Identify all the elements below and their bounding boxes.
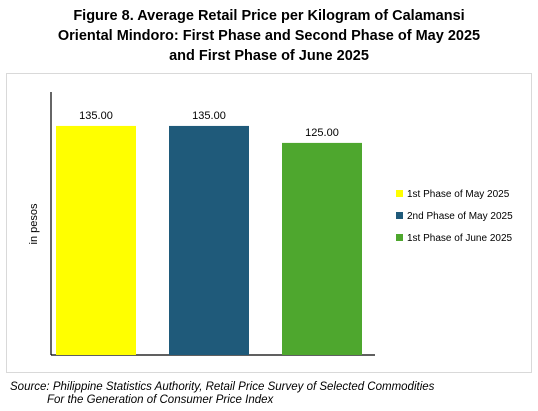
bar-1: [56, 125, 136, 355]
data-label-1: 135.00: [79, 110, 113, 122]
y-axis-label: in pesos: [28, 203, 40, 244]
bar-chart: 135.00 135.00 125.00 1st Phase of May 2025…: [28, 92, 513, 356]
legend-swatch-3: [396, 234, 403, 241]
legend-swatch-1: [396, 190, 403, 197]
chart-title-line-2: Oriental Mindoro: First Phase and Second…: [57, 28, 481, 44]
bar-2: [169, 125, 249, 355]
legend: 1st Phase of May 2025 2nd Phase of May 20…: [396, 189, 513, 244]
legend-swatch-2: [396, 212, 403, 219]
chart-area: 135.00 135.00 125.00 1st Phase of May 2025…: [6, 73, 532, 373]
chart-title-line-1: Figure 8. Average Retail Price per Kilog…: [73, 8, 465, 24]
data-label-3: 125.00: [305, 127, 339, 139]
bar-3: [282, 142, 362, 355]
chart-title: Figure 8. Average Retail Price per Kilog…: [0, 6, 538, 66]
bars: [56, 125, 362, 355]
source-line-1: Source: Philippine Statistics Authority,…: [10, 381, 435, 393]
legend-label-3: 1st Phase of June 2025: [407, 233, 513, 244]
chart-title-line-3: and First Phase of June 2025: [169, 48, 369, 64]
legend-label-2: 2nd Phase of May 2025: [407, 211, 513, 222]
data-label-2: 135.00: [192, 110, 226, 122]
data-labels: 135.00 135.00 125.00: [79, 110, 339, 139]
source-line-2: For the Generation of Consumer Price Ind…: [47, 394, 274, 406]
legend-label-1: 1st Phase of May 2025: [407, 189, 510, 200]
source-note: Source: Philippine Statistics Authority,…: [10, 381, 530, 407]
